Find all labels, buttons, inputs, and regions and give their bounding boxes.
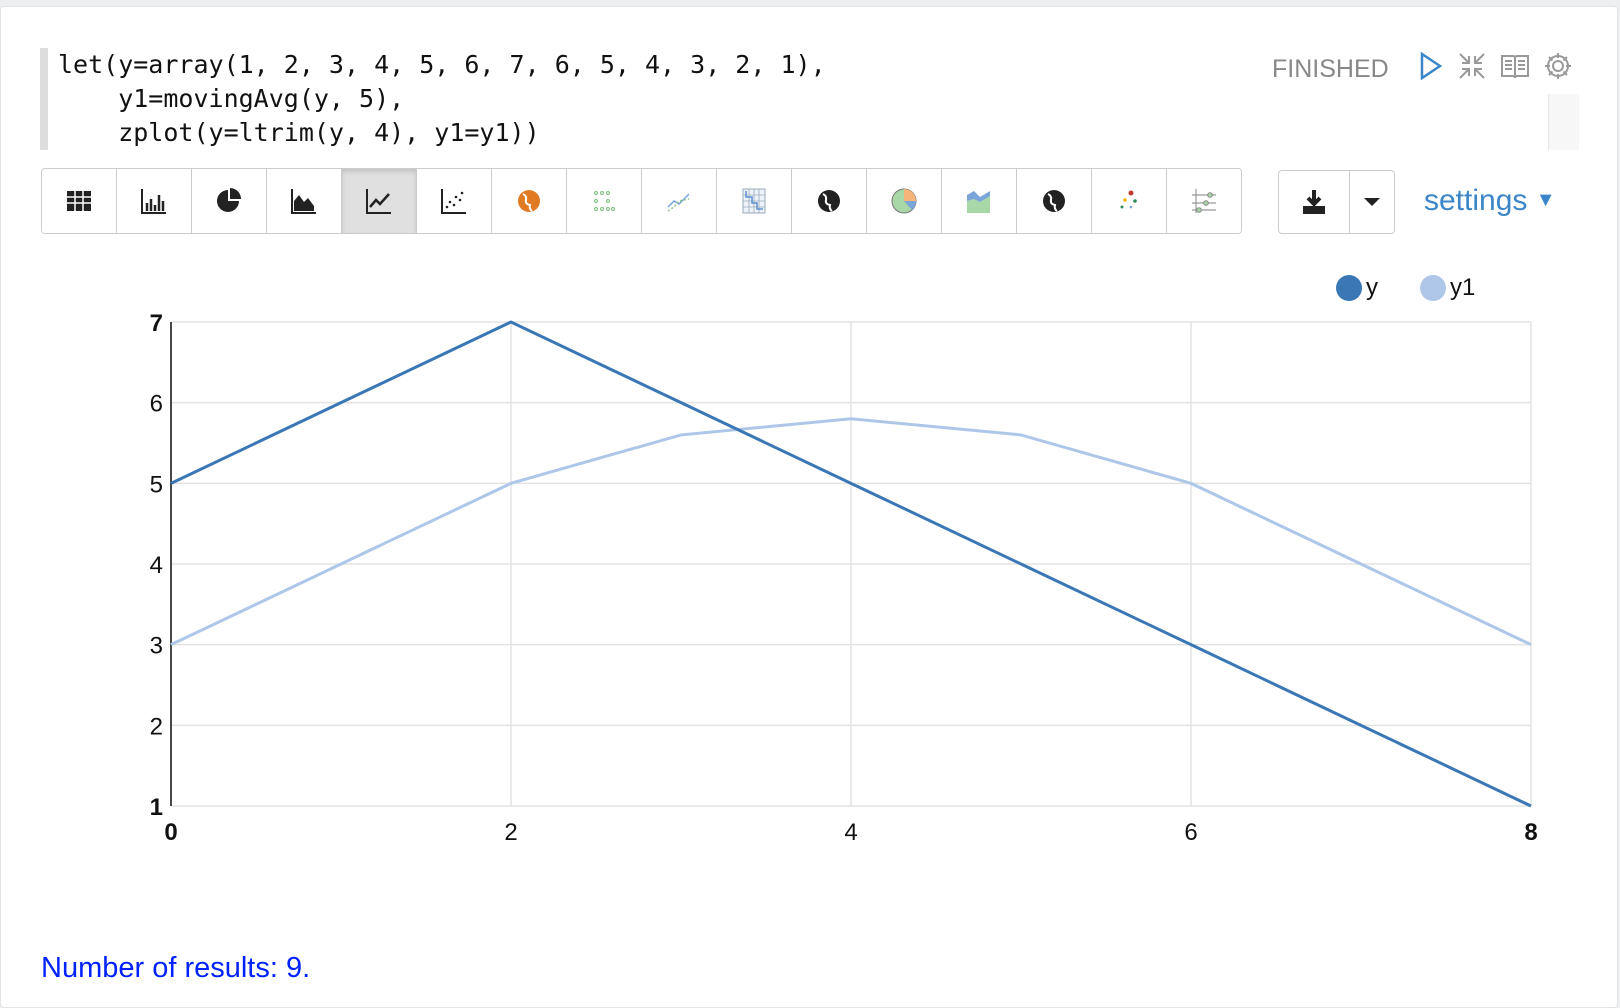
settings-label: settings bbox=[1424, 184, 1528, 217]
stacked-area-icon bbox=[967, 191, 990, 213]
download-icon bbox=[1303, 190, 1325, 214]
chart-type-button-bar-chart[interactable] bbox=[117, 169, 192, 233]
x-tick-label: 6 bbox=[1184, 819, 1197, 846]
chart-type-button-pie-chart[interactable] bbox=[192, 169, 267, 233]
y-tick-label: 1 bbox=[150, 794, 163, 821]
chart-type-button-line-chart[interactable] bbox=[342, 169, 417, 233]
code-line: zplot(y=ltrim(y, 4), y1=y1)) bbox=[58, 118, 540, 147]
chart-type-button-area-chart[interactable] bbox=[267, 169, 342, 233]
legend-dot bbox=[1336, 275, 1362, 301]
gear-icon[interactable] bbox=[1542, 50, 1574, 82]
chart-type-button-globe-orange[interactable] bbox=[492, 169, 567, 233]
chart-type-button-scatter-chart[interactable] bbox=[417, 169, 492, 233]
globe-dark-2-icon bbox=[1043, 190, 1065, 212]
compress-icon[interactable] bbox=[1456, 50, 1488, 82]
y-tick-label: 5 bbox=[150, 471, 163, 498]
chart-type-button-dot-grid[interactable] bbox=[567, 169, 642, 233]
y-tick-label: 7 bbox=[150, 310, 163, 337]
scatter-chart-icon bbox=[441, 189, 466, 214]
caret-down-icon: ▼ bbox=[1535, 189, 1556, 211]
download-dropdown-toggle[interactable] bbox=[1350, 171, 1394, 233]
legend-label: y1 bbox=[1450, 274, 1476, 301]
area-chart-icon bbox=[291, 189, 316, 214]
x-tick-label: 2 bbox=[504, 819, 517, 846]
results-count: Number of results: 9. bbox=[41, 952, 311, 984]
pie-color-icon bbox=[891, 188, 917, 214]
chart-type-button-table[interactable] bbox=[42, 169, 117, 233]
play-icon[interactable] bbox=[1414, 50, 1446, 82]
chart-type-button-multi-line[interactable] bbox=[642, 169, 717, 233]
download-group bbox=[1278, 170, 1395, 234]
chart-type-button-stacked-area[interactable] bbox=[942, 169, 1017, 233]
heatmap-icon bbox=[742, 188, 766, 214]
chart-type-button-heatmap[interactable] bbox=[717, 169, 792, 233]
download-button[interactable] bbox=[1279, 171, 1350, 233]
legend-item-y[interactable]: y bbox=[1336, 274, 1378, 302]
multi-line-icon bbox=[667, 193, 690, 212]
book-icon[interactable] bbox=[1499, 50, 1531, 82]
chart-type-button-globe-dark-2[interactable] bbox=[1017, 169, 1092, 233]
code-line: y1=movingAvg(y, 5), bbox=[58, 84, 405, 113]
x-tick-label: 0 bbox=[164, 819, 177, 846]
chart-type-button-globe-dark[interactable] bbox=[792, 169, 867, 233]
parallel-icon bbox=[1192, 189, 1216, 213]
chart-type-button-pie-color[interactable] bbox=[867, 169, 942, 233]
chart-type-button-bubble[interactable] bbox=[1092, 169, 1167, 233]
series-line-y bbox=[170, 320, 1532, 808]
code-line: let(y=array(1, 2, 3, 4, 5, 6, 7, 6, 5, 4… bbox=[58, 50, 826, 79]
y-tick-label: 4 bbox=[150, 552, 163, 579]
line-chart-icon bbox=[366, 189, 391, 214]
bar-chart-icon bbox=[141, 189, 166, 214]
y-tick-label: 2 bbox=[150, 713, 163, 740]
y-tick-label: 6 bbox=[150, 391, 163, 418]
status-label: FINISHED bbox=[1272, 55, 1389, 83]
x-tick-label: 8 bbox=[1524, 819, 1537, 846]
globe-dark-icon bbox=[818, 190, 840, 212]
chart-type-toolbar bbox=[41, 168, 1242, 234]
globe-orange-icon bbox=[518, 190, 540, 212]
legend-item-y1[interactable]: y1 bbox=[1420, 274, 1475, 302]
x-tick-label: 4 bbox=[844, 819, 857, 846]
bubble-icon bbox=[1120, 190, 1137, 209]
table-icon bbox=[67, 191, 91, 211]
pie-chart-icon bbox=[217, 188, 241, 212]
legend-label: y bbox=[1366, 274, 1378, 301]
chart-type-button-parallel[interactable] bbox=[1167, 169, 1241, 233]
code-editor[interactable]: let(y=array(1, 2, 3, 4, 5, 6, 7, 6, 5, 4… bbox=[40, 48, 1580, 150]
caret-down-icon bbox=[1364, 198, 1380, 206]
line-chart: 1 2 3 4 5 6 7 0 2 4 6 8 bbox=[150, 310, 1538, 846]
editor-scrollbar[interactable] bbox=[1548, 94, 1579, 150]
settings-dropdown[interactable]: settings ▼ bbox=[1424, 184, 1556, 218]
y-tick-label: 3 bbox=[150, 633, 163, 660]
dot-grid-icon bbox=[593, 190, 616, 212]
legend-dot bbox=[1420, 275, 1446, 301]
series-line-y1 bbox=[170, 417, 1532, 647]
